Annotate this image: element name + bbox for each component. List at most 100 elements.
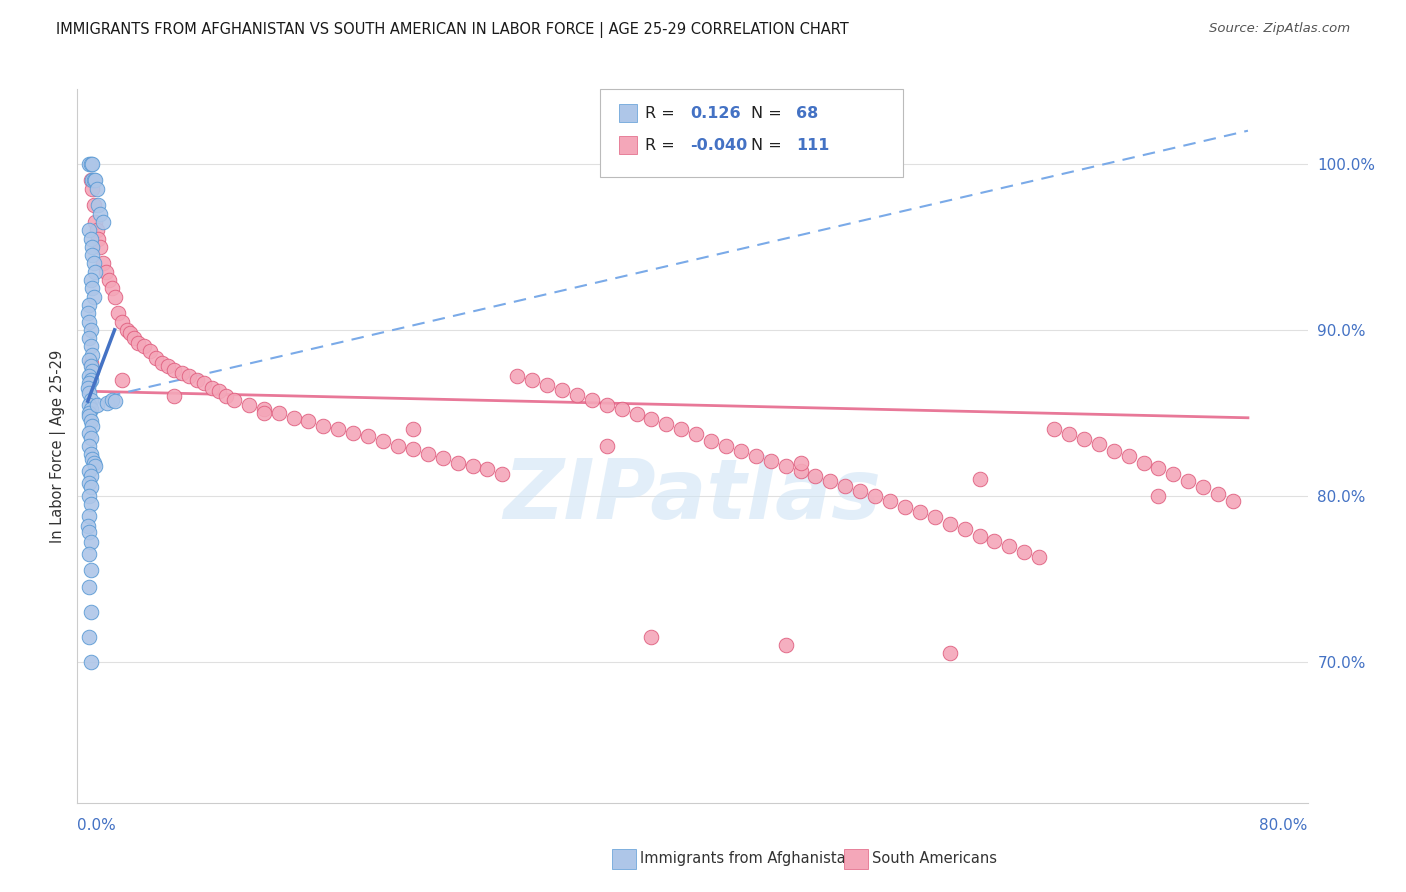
- Point: [77, 425, 100, 440]
- Point: [77, 314, 100, 328]
- Point: [1028, 550, 1050, 565]
- Point: [83, 290, 105, 304]
- Point: [879, 493, 901, 508]
- Point: [122, 331, 145, 345]
- Point: [82, 240, 104, 254]
- Point: [186, 373, 208, 387]
- Point: [139, 344, 162, 359]
- Point: [775, 458, 797, 473]
- Text: Immigrants from Afghanistan: Immigrants from Afghanistan: [640, 852, 855, 866]
- Point: [267, 406, 290, 420]
- Point: [76, 381, 98, 395]
- Point: [91, 215, 114, 229]
- Point: [80, 431, 103, 445]
- Point: [1222, 493, 1244, 508]
- Point: [626, 408, 648, 422]
- Text: 80.0%: 80.0%: [1260, 818, 1308, 832]
- Point: [297, 414, 319, 428]
- Point: [77, 369, 100, 384]
- Point: [94, 265, 117, 279]
- Point: [1177, 474, 1199, 488]
- Point: [84, 215, 107, 229]
- Text: N =: N =: [751, 138, 787, 153]
- Text: South Americans: South Americans: [872, 852, 997, 866]
- Point: [82, 419, 104, 434]
- Point: [77, 157, 100, 171]
- Point: [446, 456, 468, 470]
- Point: [84, 173, 107, 187]
- Point: [908, 505, 931, 519]
- Point: [938, 516, 960, 531]
- Point: [416, 447, 439, 461]
- Point: [1147, 489, 1170, 503]
- Point: [80, 339, 103, 353]
- Point: [640, 412, 662, 426]
- Point: [77, 352, 100, 367]
- Point: [253, 406, 276, 420]
- Point: [789, 456, 811, 470]
- Point: [134, 339, 156, 353]
- Point: [80, 447, 103, 461]
- Point: [215, 389, 238, 403]
- Point: [87, 231, 110, 245]
- Point: [111, 373, 134, 387]
- Point: [118, 326, 141, 340]
- Point: [328, 422, 350, 436]
- Point: [1012, 545, 1035, 559]
- Point: [536, 377, 558, 392]
- Point: [820, 474, 842, 488]
- Point: [163, 362, 186, 376]
- Point: [86, 223, 108, 237]
- Text: 0.126: 0.126: [690, 106, 741, 120]
- Point: [77, 525, 100, 540]
- Point: [83, 173, 105, 187]
- Point: [82, 281, 104, 295]
- Text: R =: R =: [645, 106, 681, 120]
- Point: [80, 535, 103, 549]
- Point: [157, 359, 180, 374]
- Point: [253, 402, 276, 417]
- Point: [565, 387, 588, 401]
- Point: [77, 464, 100, 478]
- Point: [91, 256, 114, 270]
- Point: [863, 489, 886, 503]
- Point: [107, 306, 129, 320]
- Point: [83, 456, 105, 470]
- Point: [170, 366, 193, 380]
- Point: [77, 508, 100, 523]
- Point: [80, 564, 103, 578]
- Point: [76, 518, 98, 533]
- Point: [86, 182, 108, 196]
- Text: Source: ZipAtlas.com: Source: ZipAtlas.com: [1209, 22, 1350, 36]
- Point: [759, 454, 782, 468]
- Point: [477, 462, 499, 476]
- Point: [104, 290, 127, 304]
- Point: [76, 306, 98, 320]
- Point: [163, 389, 186, 403]
- Point: [115, 323, 138, 337]
- Point: [312, 419, 335, 434]
- Y-axis label: In Labor Force | Age 25-29: In Labor Force | Age 25-29: [51, 350, 66, 542]
- Point: [998, 539, 1021, 553]
- Point: [77, 580, 100, 594]
- Point: [104, 394, 127, 409]
- Point: [80, 359, 103, 374]
- Point: [983, 533, 1005, 548]
- Text: R =: R =: [645, 138, 681, 153]
- Point: [77, 298, 100, 312]
- Point: [82, 157, 104, 171]
- Point: [77, 223, 100, 237]
- Text: IMMIGRANTS FROM AFGHANISTAN VS SOUTH AMERICAN IN LABOR FORCE | AGE 25-29 CORRELA: IMMIGRANTS FROM AFGHANISTAN VS SOUTH AME…: [56, 22, 849, 38]
- Point: [238, 397, 260, 411]
- Point: [86, 397, 108, 411]
- Point: [96, 396, 118, 410]
- Point: [150, 356, 173, 370]
- Point: [87, 198, 110, 212]
- Point: [730, 444, 752, 458]
- Point: [82, 173, 104, 187]
- Point: [84, 265, 107, 279]
- Point: [596, 439, 619, 453]
- Point: [82, 364, 104, 378]
- Point: [179, 369, 201, 384]
- Point: [1192, 481, 1215, 495]
